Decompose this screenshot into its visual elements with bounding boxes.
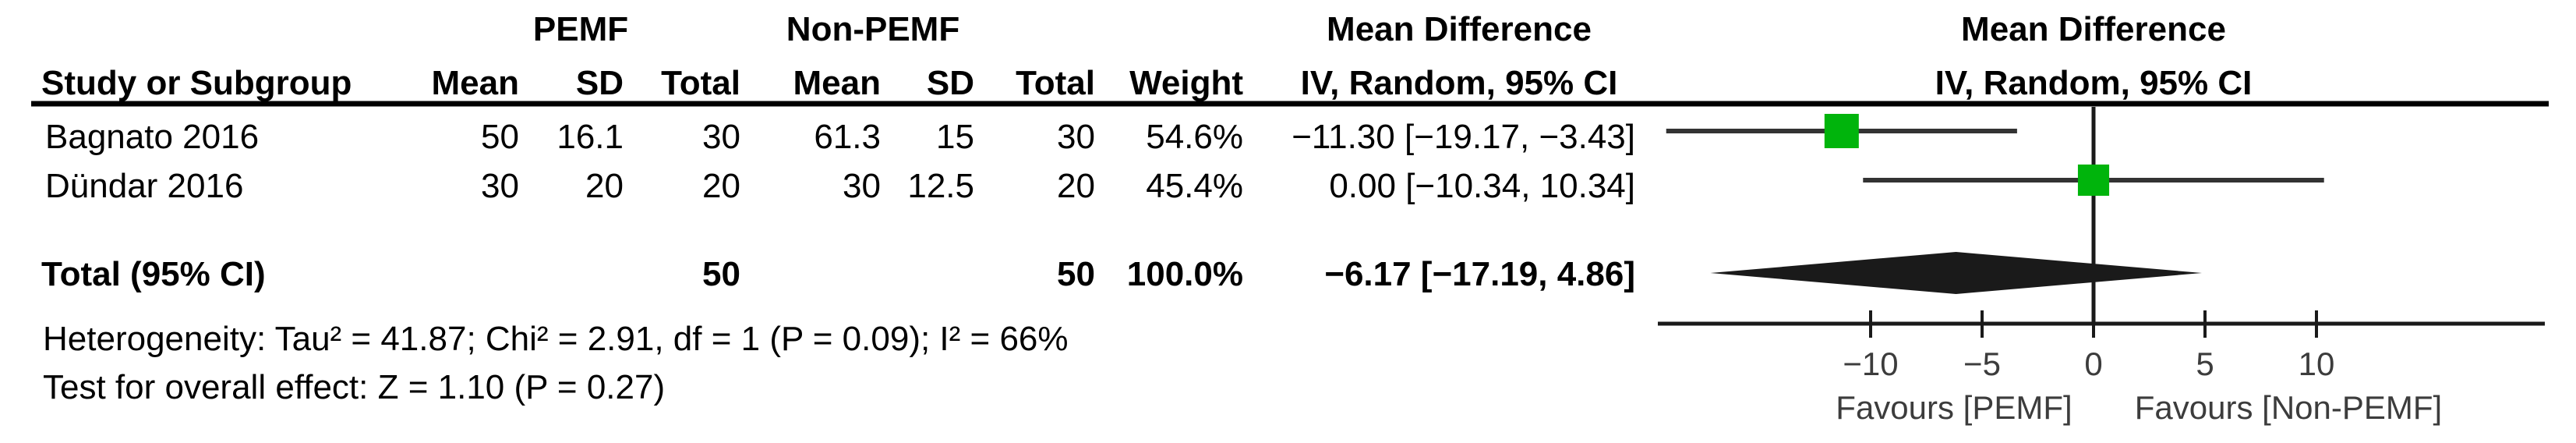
col-header-mean1: Mean — [431, 64, 519, 102]
col-header-total1: Total — [661, 64, 740, 102]
favours-right-label: Favours [Non-PEMF] — [2134, 389, 2443, 426]
mean1-value: 30 — [481, 167, 519, 205]
sd2-value: 15 — [936, 118, 974, 156]
overall-effect-test: Test for overall effect: Z = 1.10 (P = 0… — [43, 368, 666, 406]
x-tick-label: 10 — [2299, 346, 2335, 382]
total-ci-text: −6.17 [−17.19, 4.86] — [1324, 255, 1635, 293]
col-header-weight: Weight — [1129, 64, 1243, 102]
group2-header: Non-PEMF — [786, 10, 960, 48]
x-tick-label: 5 — [2196, 346, 2214, 382]
pooled-effect-diamond — [1710, 252, 2202, 294]
study-column-header: Study or Subgroup — [41, 64, 352, 102]
col-header-total2: Total — [1016, 64, 1095, 102]
col-header-mean2: Mean — [793, 64, 881, 102]
total-weight: 100.0% — [1126, 255, 1243, 293]
x-tick-label: −10 — [1843, 346, 1898, 382]
mean2-value: 61.3 — [814, 118, 881, 156]
group1-header: PEMF — [532, 10, 629, 48]
sd1-value: 16.1 — [557, 118, 624, 156]
x-tick-label: −5 — [1963, 346, 2001, 382]
heterogeneity-stats: Heterogeneity: Tau² = 41.87; Chi² = 2.91… — [43, 320, 1069, 358]
total1-value: 20 — [702, 167, 740, 205]
study-name: Dündar 2016 — [45, 167, 244, 205]
favours-left-label: Favours [PEMF] — [1836, 389, 2072, 426]
effect-column-title: Mean Difference — [1327, 10, 1592, 48]
sd2-value: 12.5 — [907, 167, 974, 205]
plot-subtitle: IV, Random, 95% CI — [1935, 64, 2253, 102]
plot-title: Mean Difference — [1961, 10, 2226, 48]
total2-value: 20 — [1057, 167, 1095, 205]
total-label: Total (95% CI) — [41, 255, 266, 293]
study-weight-square — [2077, 164, 2110, 197]
total2-sum: 50 — [1057, 255, 1095, 293]
total1-value: 30 — [702, 118, 740, 156]
weight-value: 45.4% — [1146, 167, 1243, 205]
total1-sum: 50 — [702, 255, 740, 293]
weight-value: 54.6% — [1146, 118, 1243, 156]
col-header-sd2: SD — [926, 64, 974, 102]
study-weight-square — [1824, 114, 1859, 148]
mean1-value: 50 — [481, 118, 519, 156]
ci-text: 0.00 [−10.34, 10.34] — [1329, 167, 1635, 205]
col-header-sd1: SD — [575, 64, 624, 102]
sd1-value: 20 — [585, 167, 624, 205]
effect-column-subtitle: IV, Random, 95% CI — [1300, 64, 1618, 102]
x-tick-label: 0 — [2084, 346, 2102, 382]
study-name: Bagnato 2016 — [45, 118, 260, 156]
mean2-value: 30 — [843, 167, 881, 205]
total2-value: 30 — [1057, 118, 1095, 156]
ci-text: −11.30 [−19.17, −3.43] — [1292, 118, 1635, 156]
